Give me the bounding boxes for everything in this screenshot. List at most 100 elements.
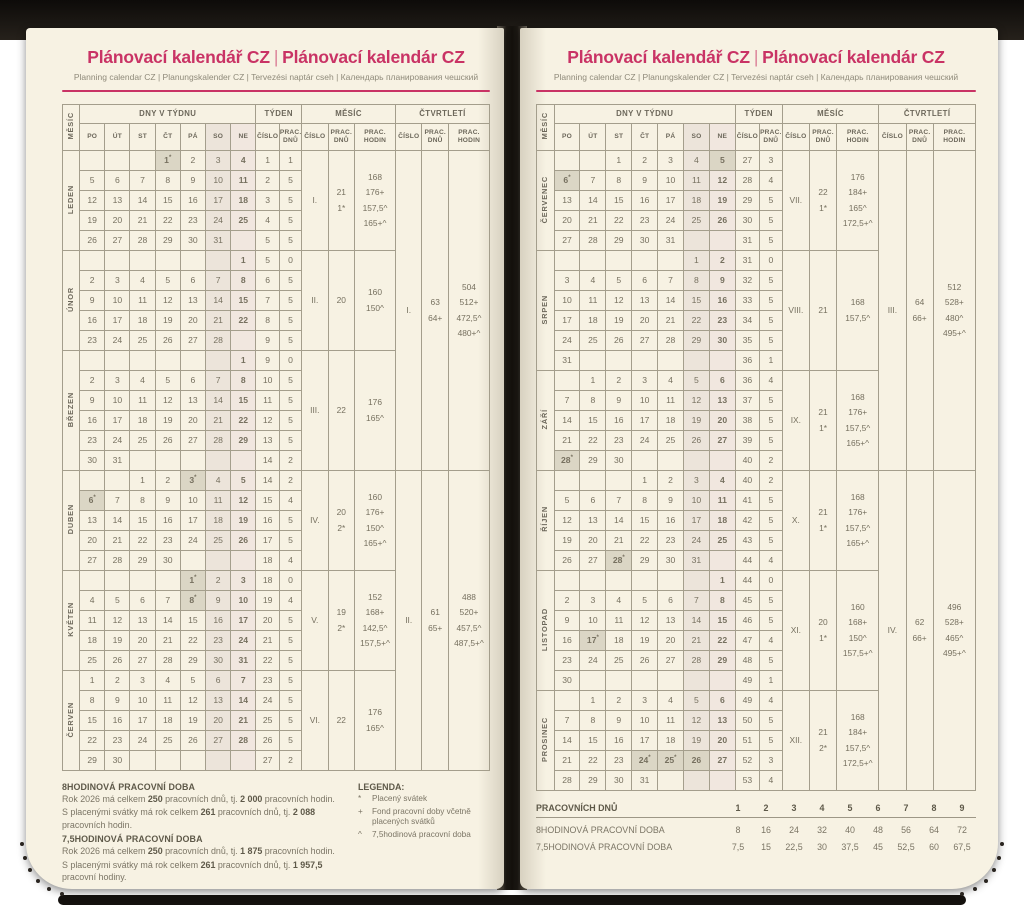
day-cell: 12 xyxy=(708,170,736,191)
quarter-workdays-cell-line: 61 xyxy=(430,607,440,618)
month-workdays-header: PRAC. DNŮ xyxy=(327,123,356,151)
month-hours-header: PRAC. HODIN xyxy=(836,123,880,151)
workdays-count: 6 xyxy=(875,802,881,813)
week-row: DUBEN 1 2 3* 4 5 14 2 IV. 20 2* 160 176+ 150^ 165+^ II.… xyxy=(61,470,491,771)
day-cell: 8 xyxy=(230,270,257,291)
week-number-header: ČÍSLO xyxy=(255,123,280,151)
day-cell: 21 xyxy=(205,310,232,331)
week-number-cell: 37 xyxy=(734,390,760,411)
month-name-label: LEDEN xyxy=(65,184,75,214)
day-cell: 17 xyxy=(631,730,659,751)
day-cell: 20 xyxy=(553,210,581,231)
month-name-label: SRPEN xyxy=(540,294,550,324)
month-workdays-cell-line: 21 xyxy=(818,407,828,418)
day-cell: 30 xyxy=(708,330,736,351)
week-workdays-cell: 4 xyxy=(758,630,783,651)
day-cell xyxy=(579,150,607,171)
workdays-value: 16 xyxy=(761,824,771,835)
day-cell: 24 xyxy=(553,330,581,351)
day-cell: 7 xyxy=(683,590,710,611)
day-cell: 12 xyxy=(179,690,207,711)
day-cell: 22 xyxy=(579,430,607,451)
week-number-cell: 20 xyxy=(255,610,280,631)
week-workdays-cell: 5 xyxy=(278,670,303,691)
day-cell: 28 xyxy=(205,430,232,451)
month-hours-cell-line: 157,5^ xyxy=(845,742,871,753)
day-cell: 12 xyxy=(104,610,131,631)
weekday-header-čt: ČT xyxy=(154,123,181,151)
legend-item: ^ 7,5hodinová pracovní doba xyxy=(358,830,490,841)
legend-text: Placený svátek xyxy=(372,794,428,803)
week-row: ÚNOR 1 5 0 II. 20 160 150^ xyxy=(61,250,490,351)
day-cell: 10 xyxy=(104,390,131,411)
day-cell xyxy=(631,350,659,371)
day-cell: 7 xyxy=(205,370,232,391)
week-number-cell: 36 xyxy=(734,370,760,391)
week-workdays-cell: 5 xyxy=(278,210,303,231)
day-cell: 11 xyxy=(129,290,156,311)
day-cell: 21 xyxy=(683,630,710,651)
day-cell: 11 xyxy=(129,390,156,411)
month-hours-cell: 176 184+ 165^ 172,5+^ xyxy=(836,150,880,251)
day-cell xyxy=(179,250,207,271)
day-cell: 21 xyxy=(104,530,131,551)
day-cell xyxy=(205,350,232,371)
week-number-header: ČÍSLO xyxy=(734,123,760,151)
day-cell: 24 xyxy=(683,530,710,551)
quarter-number-cell: I. xyxy=(394,150,423,471)
table-head: MĚSÍC DNY V TÝDNU TÝDEN MĚSÍC ČTVRTLETÍ PO ÚT S… xyxy=(61,104,491,151)
week-row: 19 20 21 22 23 24 25 43 5 xyxy=(537,530,976,551)
quarter-number-cell-line: II. xyxy=(405,614,413,625)
day-cell: 25 xyxy=(205,530,232,551)
week-row: 26 27 28 29 30 31 5 5 xyxy=(63,230,490,251)
quarter-number-cell-line: IV. xyxy=(887,624,898,635)
week-number-cell: 31 xyxy=(734,250,760,271)
day-cell xyxy=(104,250,131,271)
month-hours-cell-line: 160 xyxy=(368,492,382,503)
week-workdays-cell: 5 xyxy=(278,330,303,351)
week-number-cell: 39 xyxy=(734,430,760,451)
day-cell: 28 xyxy=(579,230,607,251)
day-cell: 20 xyxy=(205,710,232,731)
day-cell: 16 xyxy=(553,630,581,651)
day-cell: 23 xyxy=(657,530,684,551)
day-cell: 5 xyxy=(230,470,257,491)
day-cell: 6 xyxy=(179,370,207,391)
month-hours-cell-line: 168 xyxy=(368,172,382,183)
quarter-hours-cell-line: 496 xyxy=(947,602,962,613)
month-name-label: ČERVENEC xyxy=(540,175,550,223)
day-cell: 22 xyxy=(605,210,633,231)
week-number-cell: 11 xyxy=(255,390,280,411)
day-cell xyxy=(230,330,257,351)
month-hours-cell-line: 172,5+^ xyxy=(842,217,873,228)
day-cell: 27 xyxy=(79,550,106,571)
day-cell: 23 xyxy=(179,210,207,231)
week-number-cell: 5 xyxy=(255,230,280,251)
day-cell: 4 xyxy=(230,150,257,171)
month-name-label: BŘEZEN xyxy=(65,391,75,427)
day-cell xyxy=(179,450,207,471)
week-workdays-cell: 5 xyxy=(758,610,783,631)
planner-cover-edge-bottom xyxy=(58,895,966,905)
week-row: 5 6 7 8 9 10 11 2 5 xyxy=(63,170,490,191)
week-row: 14 15 16 17 18 19 20 38 5 xyxy=(537,410,976,431)
week-number-cell: 14 xyxy=(255,470,280,491)
day-cell xyxy=(579,570,607,591)
header-sub-row: PO ÚT ST ČT PÁ SO NE ČÍSLO PRAC. DNŮ ČÍSLO PRAC. D… xyxy=(63,123,491,151)
day-cell: 16 xyxy=(79,310,106,331)
day-cell xyxy=(553,150,581,171)
day-cell: 10 xyxy=(631,710,659,731)
day-cell: 1 xyxy=(230,250,257,271)
day-cell: 19 xyxy=(631,630,659,651)
month-workdays-cell-line: 20 xyxy=(336,294,346,305)
day-cell xyxy=(79,470,106,491)
day-cell: 21 xyxy=(154,630,181,651)
day-cell: 1 xyxy=(605,150,633,171)
month-number-cell-line: VII. xyxy=(789,194,803,205)
month-hours-cell: 160 168+ 150^ 157,5+^ xyxy=(836,570,880,691)
day-cell: 14 xyxy=(579,190,607,211)
day-cell: 29 xyxy=(708,650,736,671)
month-workdays-cell-line: 1* xyxy=(819,522,827,533)
day-cell: 18 xyxy=(605,630,633,651)
day-cell: 12 xyxy=(154,290,181,311)
